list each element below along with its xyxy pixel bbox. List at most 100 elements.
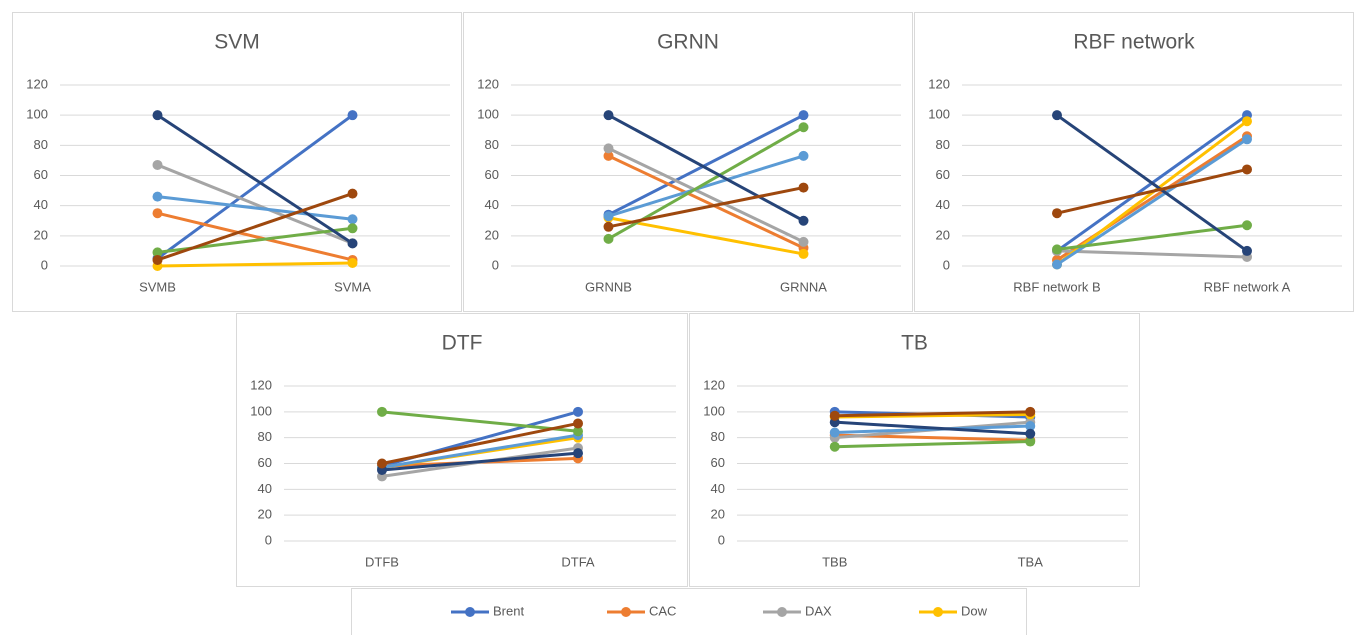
data-point [573, 418, 583, 429]
data-point [573, 448, 583, 459]
data-point [798, 215, 809, 226]
data-point [152, 247, 163, 258]
chart-title: RBF network [1073, 31, 1195, 54]
legend-label: Dow [961, 603, 988, 618]
y-tick-label: 80 [485, 137, 499, 152]
data-point [603, 143, 614, 154]
data-point [798, 236, 809, 247]
y-tick-label: 120 [250, 377, 272, 392]
series-line [381, 451, 579, 472]
data-point [1025, 436, 1036, 447]
chart-panel: TB 0 20 40 60 80 100 120 TBB TBA [689, 313, 1140, 587]
y-tick-label: 120 [477, 76, 499, 91]
series-line [156, 113, 354, 260]
chart-title: GRNN [657, 31, 719, 54]
y-tick-label: 100 [26, 107, 48, 122]
data-point [603, 150, 614, 161]
y-tick-label: 100 [250, 403, 272, 418]
y-tick-label: 40 [485, 197, 499, 212]
data-point [573, 426, 583, 437]
chart-panel: SVM 0 20 40 60 80 100 120 SVMB SVMA [12, 12, 462, 312]
data-point [603, 221, 614, 232]
x-tick-label: DTFA [561, 554, 595, 569]
data-point [603, 110, 614, 121]
legend-marker [933, 607, 943, 617]
data-point [798, 182, 809, 193]
data-point [1025, 421, 1036, 432]
series-line [607, 113, 805, 217]
data-point [347, 214, 358, 225]
series-line [157, 195, 353, 221]
series-line [834, 420, 1031, 436]
data-point [1242, 245, 1252, 256]
y-tick-label: 40 [936, 197, 950, 212]
y-tick-label: 20 [936, 227, 950, 242]
y-tick-label: 40 [711, 481, 725, 496]
data-point [152, 159, 163, 170]
y-tick-label: 120 [928, 76, 950, 91]
x-tick-label: SVMB [139, 279, 176, 294]
data-point [1025, 428, 1036, 439]
legend-label: CAC [649, 603, 676, 618]
data-point [1052, 259, 1062, 270]
y-tick-label: 100 [928, 107, 950, 122]
series-line [607, 146, 805, 244]
y-tick-label: 60 [485, 167, 499, 182]
series-line [608, 186, 804, 229]
y-tick-label: 80 [34, 137, 48, 152]
data-point [152, 208, 163, 219]
data-point [829, 410, 840, 421]
series-line [834, 410, 1031, 418]
data-point [1052, 208, 1062, 219]
series-line [381, 410, 579, 433]
data-point [377, 458, 387, 469]
series-line [1056, 113, 1248, 253]
series-line [157, 261, 353, 268]
legend-marker [621, 607, 631, 617]
data-point [829, 441, 840, 452]
y-tick-label: 0 [41, 257, 48, 272]
chart-title: TB [901, 332, 928, 355]
x-tick-label: SVMA [334, 279, 371, 294]
data-point [1242, 116, 1252, 127]
y-tick-label: 20 [485, 227, 499, 242]
chart-panel: DTF 0 20 40 60 80 100 120 DTFB DTFA [236, 313, 688, 587]
series-line [834, 440, 1031, 449]
y-tick-label: 40 [258, 481, 272, 496]
data-point [798, 122, 809, 133]
chart-panel: RBF network 0 20 40 60 80 100 120 RBF network B R… [914, 12, 1354, 312]
legend: Brent CAC DAX Dow [351, 588, 1027, 635]
series-line [381, 421, 579, 465]
y-tick-label: 100 [477, 107, 499, 122]
x-tick-label: GRNNA [780, 279, 827, 294]
legend-label: Brent [493, 603, 524, 618]
x-tick-label: RBF network A [1204, 279, 1291, 294]
series-line [608, 154, 804, 218]
y-tick-label: 0 [265, 532, 272, 547]
chart-title: DTF [442, 332, 483, 355]
series-line [156, 163, 354, 245]
y-tick-label: 60 [711, 455, 725, 470]
y-tick-label: 80 [711, 429, 725, 444]
series-line [1056, 168, 1248, 215]
data-point [152, 191, 163, 202]
x-tick-label: TBA [1018, 554, 1044, 569]
series-line [607, 113, 805, 223]
legend-marker [777, 607, 787, 617]
legend-marker [465, 607, 475, 617]
data-point [603, 233, 614, 244]
data-point [377, 406, 387, 417]
series-line [157, 211, 353, 262]
series-line [608, 216, 804, 256]
y-tick-label: 120 [703, 377, 725, 392]
series-line [156, 113, 354, 245]
data-point [1052, 110, 1062, 121]
y-tick-label: 100 [703, 403, 725, 418]
data-point [798, 110, 809, 121]
chart-title: SVM [214, 31, 260, 54]
y-tick-label: 20 [711, 507, 725, 522]
x-tick-label: TBB [822, 554, 847, 569]
data-point [1025, 406, 1036, 417]
data-point [1242, 164, 1252, 175]
